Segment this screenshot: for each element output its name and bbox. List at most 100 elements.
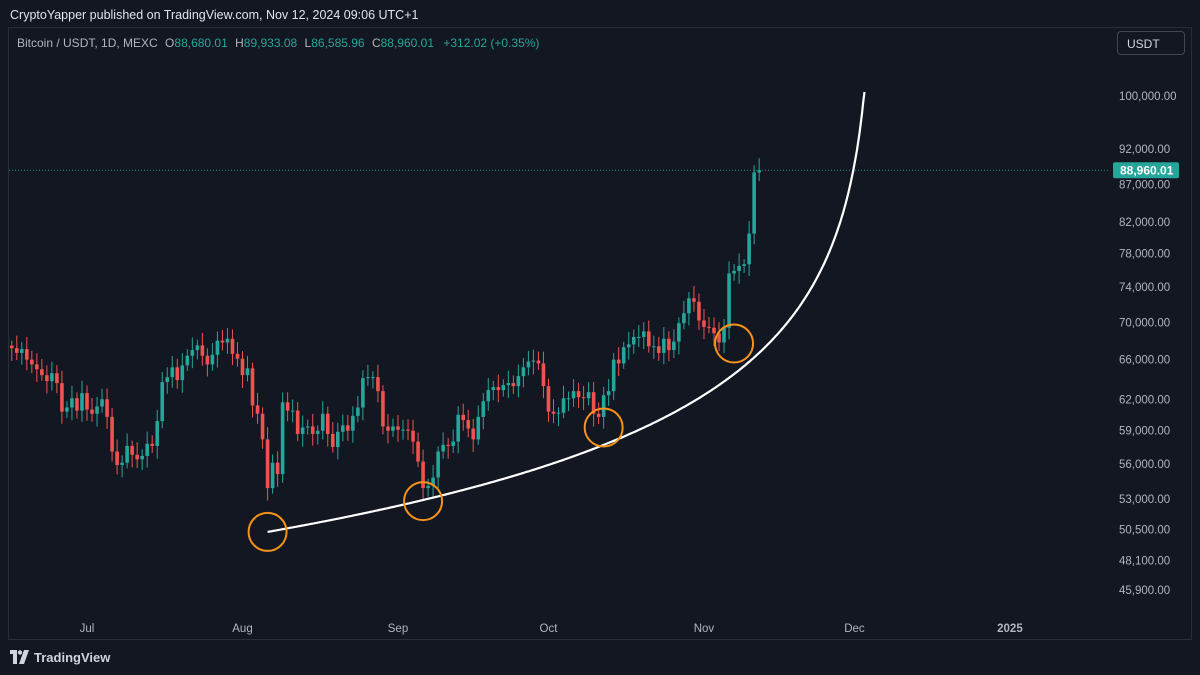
candle xyxy=(396,414,400,442)
candle-body xyxy=(260,413,265,440)
candle-body xyxy=(451,441,455,446)
candle-body xyxy=(697,301,701,321)
candle-body xyxy=(105,399,109,417)
candle xyxy=(386,414,390,444)
candle-body xyxy=(586,392,591,399)
candle-body xyxy=(757,170,761,173)
candle-body xyxy=(35,364,39,370)
candle-body xyxy=(486,390,491,402)
candle-body xyxy=(265,439,270,489)
candle-body xyxy=(406,429,410,431)
candle-body xyxy=(536,360,541,364)
low-value: 86,585.96 xyxy=(311,36,365,50)
candle xyxy=(195,339,200,360)
candle-body xyxy=(571,391,576,399)
candle-body xyxy=(336,431,340,448)
x-axis-tick-label: 2025 xyxy=(997,623,1023,635)
candle xyxy=(14,335,19,361)
candle xyxy=(270,454,275,494)
candle xyxy=(406,419,410,441)
candle-body xyxy=(40,369,44,376)
candle-body xyxy=(180,365,185,381)
candle-body xyxy=(521,367,526,377)
candle-body xyxy=(396,426,400,430)
candle xyxy=(130,440,134,468)
candle-body xyxy=(526,361,531,368)
candle xyxy=(210,343,215,371)
candle-body xyxy=(300,427,305,434)
y-axis-tick-label: 62,000.00 xyxy=(1119,394,1170,406)
candle-body xyxy=(411,430,415,442)
candle xyxy=(170,355,175,388)
candle xyxy=(747,221,751,277)
candle xyxy=(135,442,139,469)
candle xyxy=(110,407,114,462)
candle xyxy=(576,382,581,408)
candle xyxy=(215,331,220,368)
candle xyxy=(230,329,235,366)
header-bar: CryptoYapper published on TradingView.co… xyxy=(0,0,1200,28)
candle xyxy=(496,374,501,403)
last-price-tag xyxy=(1113,162,1179,179)
candle xyxy=(325,406,330,447)
chart-frame xyxy=(8,27,1192,640)
candle xyxy=(70,385,74,421)
candle-body xyxy=(476,416,481,440)
candle xyxy=(35,353,39,382)
candle-body xyxy=(135,454,139,460)
candle-body xyxy=(190,350,195,356)
candle xyxy=(280,392,285,483)
candle-body xyxy=(717,333,721,343)
candle-body xyxy=(646,331,651,347)
candle xyxy=(611,353,616,400)
candle-body xyxy=(210,354,215,365)
candle xyxy=(150,435,155,454)
candle-body xyxy=(115,451,119,465)
touch-circle xyxy=(714,323,755,364)
currency-button[interactable]: USDT xyxy=(1117,31,1185,55)
candle-body xyxy=(636,336,641,338)
candle-body xyxy=(351,415,355,431)
candle xyxy=(376,364,380,403)
candle-body xyxy=(310,426,315,434)
candle xyxy=(752,165,756,245)
candles xyxy=(9,158,761,501)
candle xyxy=(361,370,365,421)
candle xyxy=(25,337,29,371)
candle-body xyxy=(80,393,84,411)
tradingview-brand: TradingView xyxy=(34,650,111,665)
candle xyxy=(657,336,661,361)
candle-body xyxy=(330,433,335,448)
candle xyxy=(561,385,566,419)
candle xyxy=(235,342,240,367)
candle-body xyxy=(431,477,435,486)
candle-body xyxy=(702,320,706,327)
candle-body xyxy=(606,391,611,396)
candle xyxy=(401,420,405,440)
candle xyxy=(220,329,225,351)
candle-body xyxy=(90,409,94,414)
candle xyxy=(265,427,270,501)
candle xyxy=(446,437,450,459)
candle-body xyxy=(677,323,681,342)
candle-body xyxy=(185,355,190,366)
y-axis-tick-label: 78,000.00 xyxy=(1119,249,1170,261)
candle-body xyxy=(130,445,134,455)
candle-body xyxy=(140,455,144,460)
candle xyxy=(255,392,260,424)
candle xyxy=(300,415,305,447)
candle-body xyxy=(341,425,345,432)
candle xyxy=(155,409,160,459)
candle-body xyxy=(70,398,74,408)
candle xyxy=(356,395,360,423)
symbol-label[interactable]: Bitcoin / USDT, 1D, MEXC xyxy=(17,36,158,50)
tradingview-logo[interactable]: TradingView xyxy=(10,650,110,665)
x-axis-tick-label: Nov xyxy=(694,623,715,635)
candle-body xyxy=(19,349,24,353)
candle-body xyxy=(707,326,711,328)
candle-body xyxy=(641,331,646,337)
candle xyxy=(631,329,636,354)
candle xyxy=(320,401,325,440)
candle xyxy=(626,331,631,360)
